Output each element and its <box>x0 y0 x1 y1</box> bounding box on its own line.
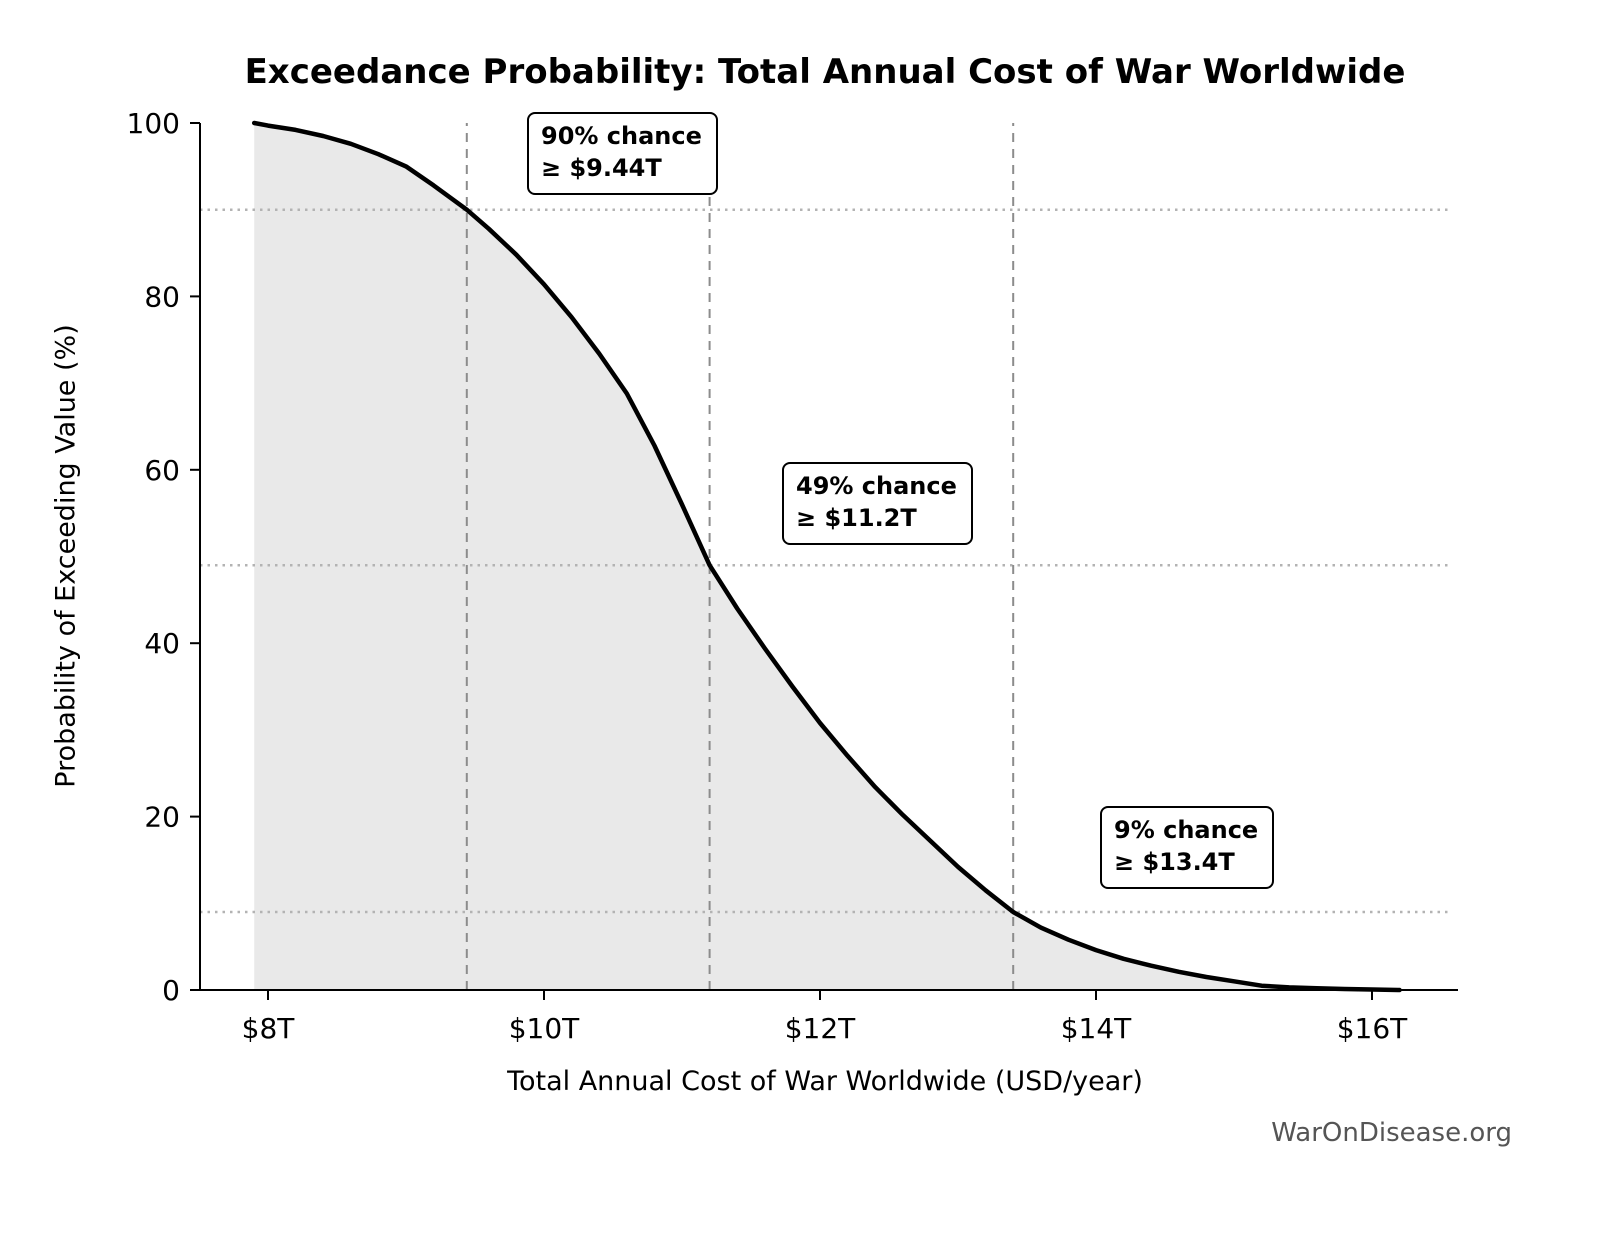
y-tick-label: 80 <box>144 280 180 313</box>
y-tick-label: 0 <box>162 974 180 1007</box>
y-axis-label: Probability of Exceeding Value (%) <box>50 324 82 788</box>
annotation-chance-text: 90% chance <box>541 122 702 150</box>
annotation-chance-text: 49% chance <box>796 472 957 500</box>
y-tick-label: 60 <box>144 454 180 487</box>
x-axis-label: Total Annual Cost of War Worldwide (USD/… <box>507 1066 1143 1097</box>
y-tick-label: 100 <box>127 107 180 140</box>
x-tick-label: $14T <box>1061 1012 1132 1045</box>
x-tick-label: $16T <box>1337 1012 1408 1045</box>
x-tick-label: $10T <box>509 1012 580 1045</box>
x-tick-label: $8T <box>242 1012 296 1045</box>
annotation-value-text: ≥ $13.4T <box>1114 848 1235 877</box>
exceedance-curve <box>251 120 1402 993</box>
x-tick-label: $12T <box>785 1012 856 1045</box>
watermark: WarOnDisease.org <box>1271 1118 1512 1148</box>
y-tick-label: 20 <box>144 801 180 834</box>
annotation-49-percent: 49% chance ≥ $11.2T <box>782 462 973 545</box>
annotation-90-percent: 90% chance ≥ $9.44T <box>527 112 718 195</box>
annotation-chance-text: 9% chance <box>1114 816 1259 844</box>
annotation-value-text: ≥ $11.2T <box>796 504 917 533</box>
y-tick-label: 40 <box>144 627 180 660</box>
chart-title: Exceedance Probability: Total Annual Cos… <box>244 52 1406 92</box>
annotation-9-percent: 9% chance ≥ $13.4T <box>1100 806 1275 889</box>
annotation-value-text: ≥ $9.44T <box>541 154 662 183</box>
curve-fill-area <box>254 123 1400 990</box>
